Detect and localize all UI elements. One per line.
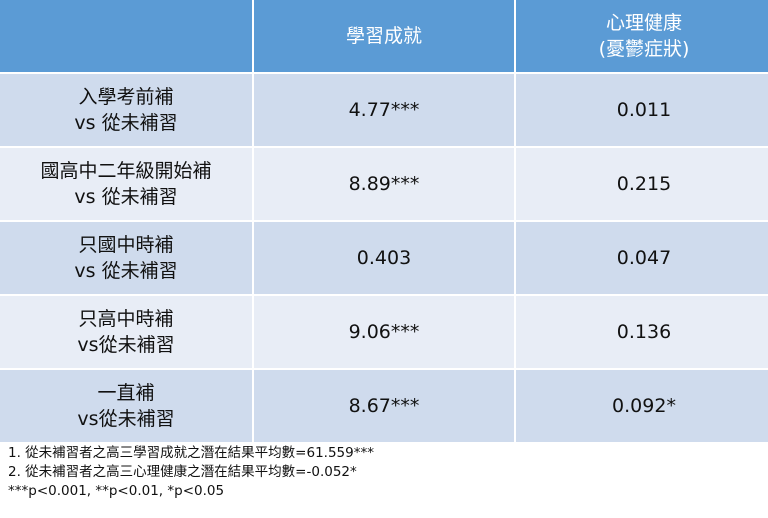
footnotes: 1. 從未補習者之高三學習成就之潛在結果平均數=61.559*** 2. 從未補…	[8, 444, 374, 501]
row-label-line2: vs 從未補習	[74, 112, 178, 134]
footnote-2: 2. 從未補習者之高三心理健康之潛在結果平均數=-0.052*	[8, 464, 357, 480]
row-label-line1: 一直補	[97, 382, 155, 404]
header-mental: 心理健康 (憂鬱症狀)	[516, 0, 768, 72]
mental-value: 0.047	[516, 222, 768, 294]
academic-value: 8.67***	[254, 370, 514, 442]
row-label: 入學考前補 vs 從未補習	[0, 74, 252, 146]
mental-value: 0.136	[516, 296, 768, 368]
header-academic: 學習成就	[254, 0, 514, 72]
header-mental-line1: 心理健康	[605, 12, 682, 34]
row-label-line1: 國高中二年級開始補	[40, 160, 212, 182]
row-label: 只高中時補 vs從未補習	[0, 296, 252, 368]
row-label-line2: vs 從未補習	[74, 260, 178, 282]
row-label: 國高中二年級開始補 vs 從未補習	[0, 148, 252, 220]
academic-value: 8.89***	[254, 148, 514, 220]
row-label-line2: vs從未補習	[77, 408, 175, 430]
row-label: 一直補 vs從未補習	[0, 370, 252, 442]
row-label: 只國中時補 vs 從未補習	[0, 222, 252, 294]
academic-value: 9.06***	[254, 296, 514, 368]
academic-value: 4.77***	[254, 74, 514, 146]
row-label-line2: vs從未補習	[77, 334, 175, 356]
significance-note: ***p<0.001, **p<0.01, *p<0.05	[8, 483, 225, 499]
row-label-line1: 只國中時補	[78, 234, 174, 256]
footnote-1: 1. 從未補習者之高三學習成就之潛在結果平均數=61.559***	[8, 445, 374, 461]
row-label-line1: 入學考前補	[78, 86, 174, 108]
mental-value: 0.092*	[516, 370, 768, 442]
header-empty	[0, 0, 252, 72]
mental-value: 0.215	[516, 148, 768, 220]
results-table: 學習成就 心理健康 (憂鬱症狀) 入學考前補 vs 從未補習 4.77*** 0.0…	[0, 0, 768, 442]
header-mental-line2: (憂鬱症狀)	[598, 38, 690, 60]
row-label-line1: 只高中時補	[78, 308, 174, 330]
academic-value: 0.403	[254, 222, 514, 294]
row-label-line2: vs 從未補習	[74, 186, 178, 208]
mental-value: 0.011	[516, 74, 768, 146]
